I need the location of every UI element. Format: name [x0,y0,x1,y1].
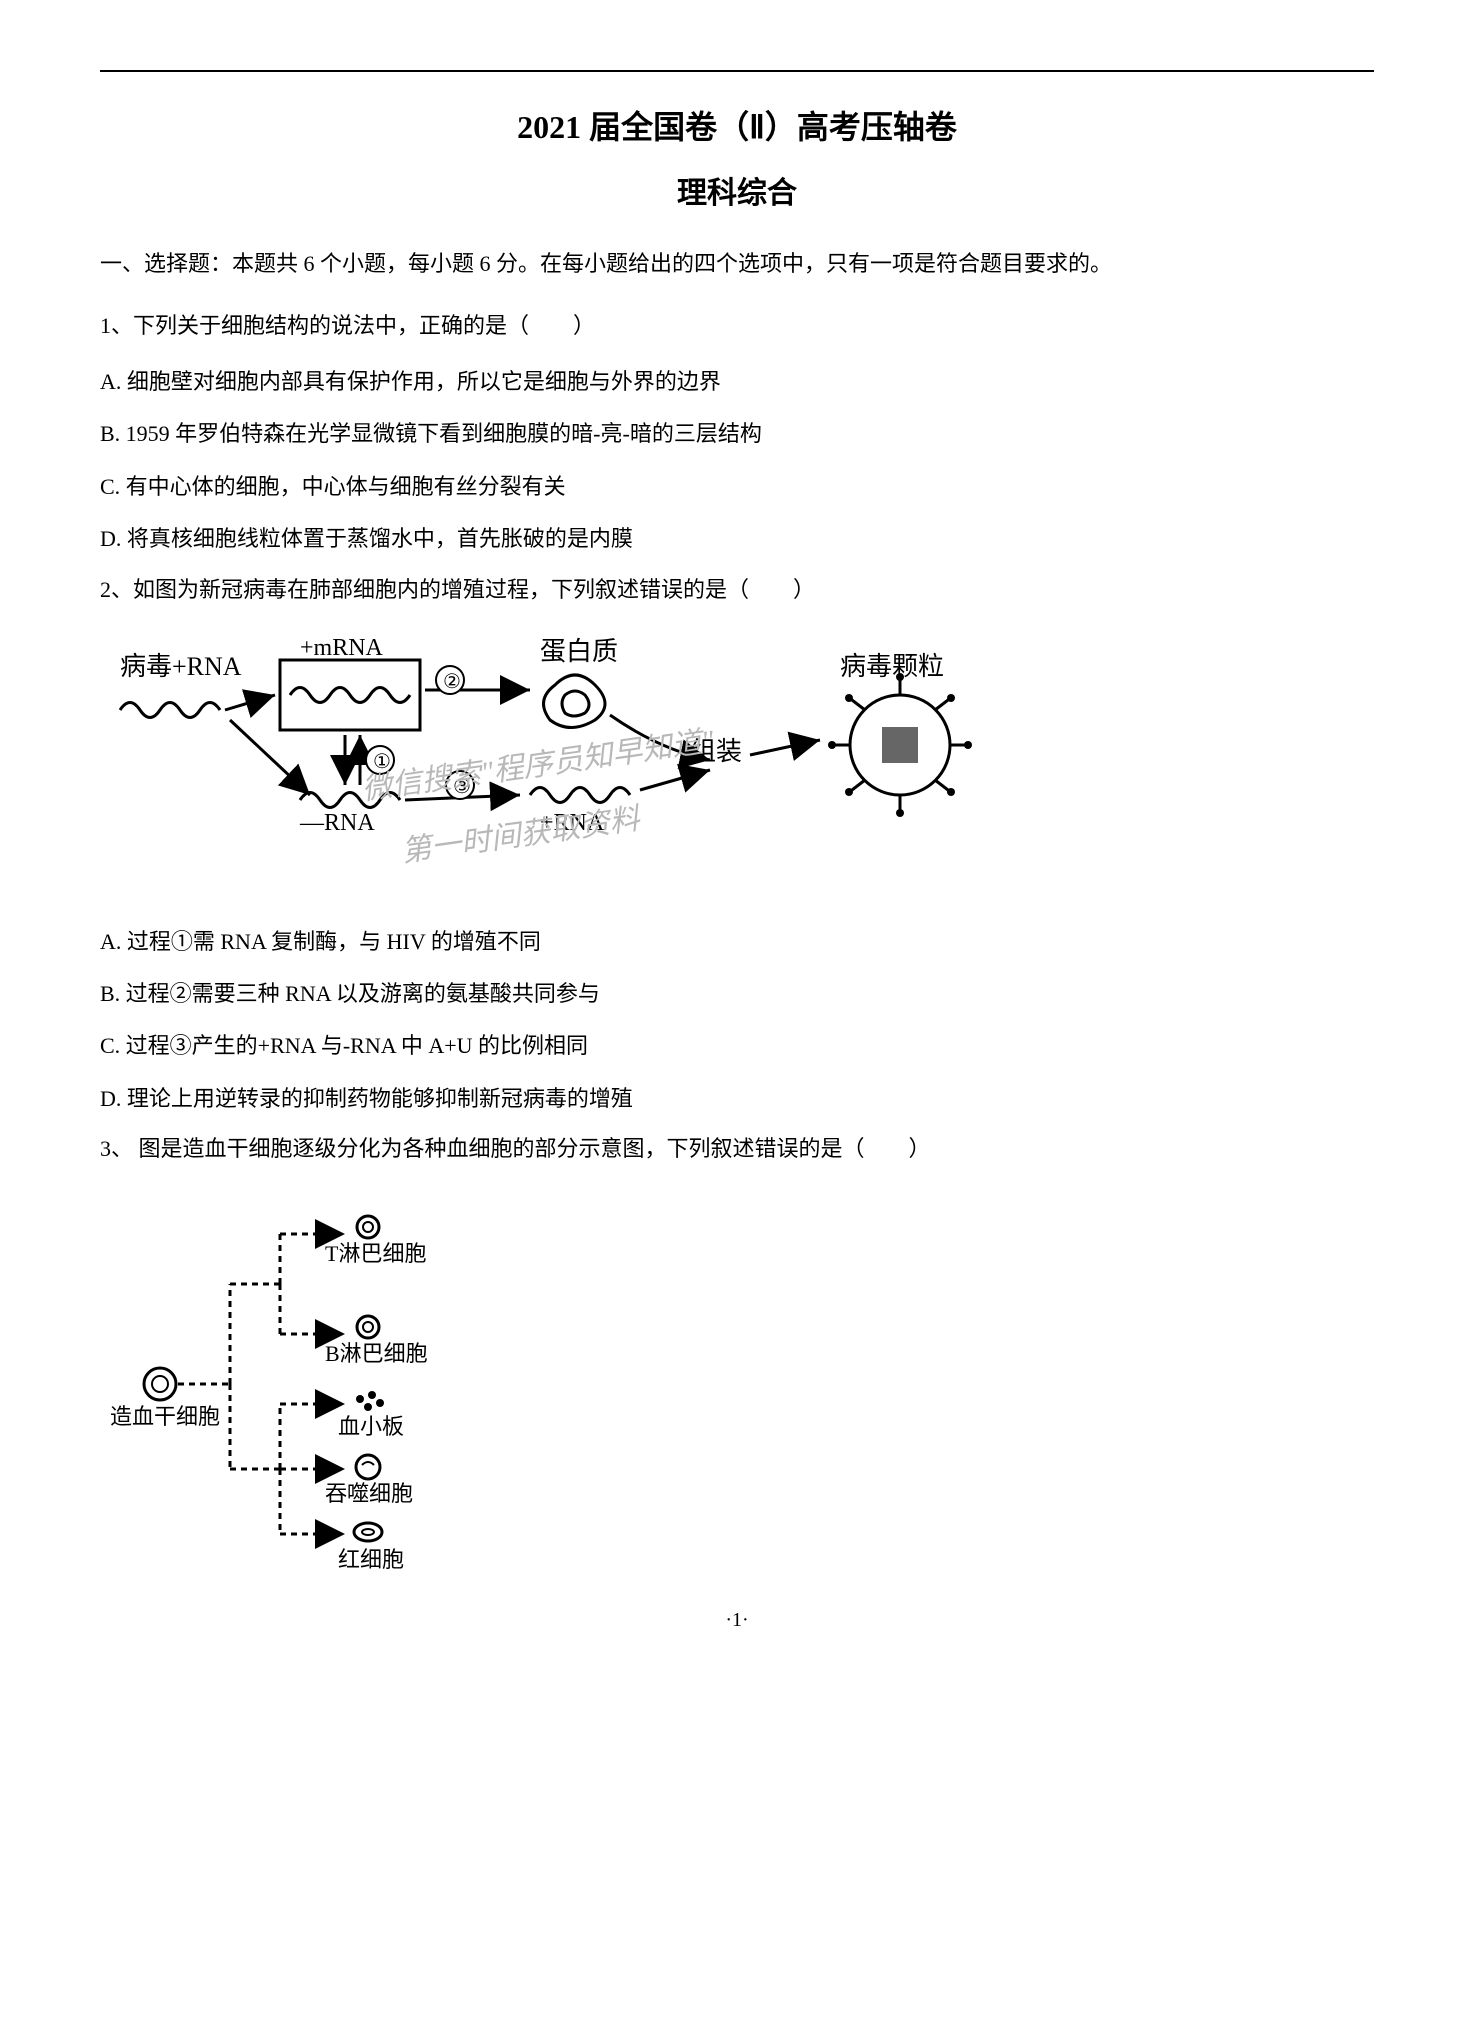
page-subtitle: 理科综合 [100,168,1374,212]
protein-icon [544,675,605,728]
label-particle: 病毒颗粒 [840,652,944,681]
page-number: ·1· [100,1609,1374,1632]
step1-label: ① [373,751,391,773]
q1-option-d: D. 将真核细胞线粒体置于蒸馏水中，首先胀破的是内膜 [100,515,1374,563]
q2-stem: 2、如图为新冠病毒在肺部细胞内的增殖过程，下列叙述错误的是（ ） [100,568,1374,612]
top-rule [100,70,1374,72]
page-title: 2021 届全国卷（Ⅱ）高考压轴卷 [100,102,1374,148]
q2-figure: 病毒+RNA +mRNA ② 蛋白质 ① —RNA ③ +RNA [100,630,1374,890]
q1-option-c: C. 有中心体的细胞，中心体与细胞有丝分裂有关 [100,463,1374,511]
label-assembly: 组装 [690,737,742,766]
q2-option-a: A. 过程①需 RNA 复制酶，与 HIV 的增殖不同 [100,918,1374,966]
arrow-to-particle [750,740,820,755]
leaf-t: T淋巴细胞 [325,1241,426,1266]
q2-option-c: C. 过程③产生的+RNA 与-RNA 中 A+U 的比例相同 [100,1022,1374,1070]
q2-option-d: D. 理论上用逆转录的抑制药物能够抑制新冠病毒的增殖 [100,1075,1374,1123]
leaf-b: B淋巴细胞 [325,1341,428,1366]
macrophage-icon [356,1455,380,1479]
label-plus-rna: +RNA [540,810,605,836]
q3-stem: 3、 图是造血干细胞逐级分化为各种血细胞的部分示意图，下列叙述错误的是（ ） [100,1127,1374,1171]
platelet-icon [356,1391,384,1411]
label-protein: 蛋白质 [540,637,618,666]
label-virus-rna: 病毒+RNA [120,652,242,681]
leaf-platelet: 血小板 [338,1414,404,1439]
plus-rna-wave-icon [530,787,630,802]
q1-stem: 1、下列关于细胞结构的说法中，正确的是（ ） [100,304,1374,348]
rna-wave-icon [120,702,220,717]
minus-rna-wave-icon [300,792,400,807]
virus-diagram-svg: 病毒+RNA +mRNA ② 蛋白质 ① —RNA ③ +RNA [100,630,1100,890]
step3-label: ③ [453,776,471,798]
leaf-macrophage: 吞噬细胞 [325,1481,413,1506]
q2-option-b: B. 过程②需要三种 RNA 以及游离的氨基酸共同参与 [100,970,1374,1018]
step2-label: ② [443,671,461,693]
mrna-wave-icon [290,687,410,702]
q1-option-a: A. 细胞壁对细胞内部具有保护作用，所以它是细胞与外界的边界 [100,358,1374,406]
leaf-rbc: 红细胞 [338,1547,404,1572]
label-minus-rna: —RNA [299,810,375,836]
arrow-icon [225,695,275,710]
q3-figure: 造血干细胞 T淋巴细胞 B淋巴细胞 血小板 吞噬细胞 [100,1189,1374,1579]
stem-cell-inner-icon [152,1376,168,1392]
arrow-rna-assembly [640,770,710,790]
label-root: 造血干细胞 [110,1404,220,1429]
section-intro: 一、选择题：本题共 6 个小题，每小题 6 分。在每小题给出的四个选项中，只有一… [100,242,1374,286]
q1-option-b: B. 1959 年罗伯特森在光学显微镜下看到细胞膜的暗-亮-暗的三层结构 [100,410,1374,458]
virus-particle-core [882,727,918,763]
differentiation-tree-svg: 造血干细胞 T淋巴细胞 B淋巴细胞 血小板 吞噬细胞 [100,1189,600,1579]
label-mrna: +mRNA [300,635,384,661]
